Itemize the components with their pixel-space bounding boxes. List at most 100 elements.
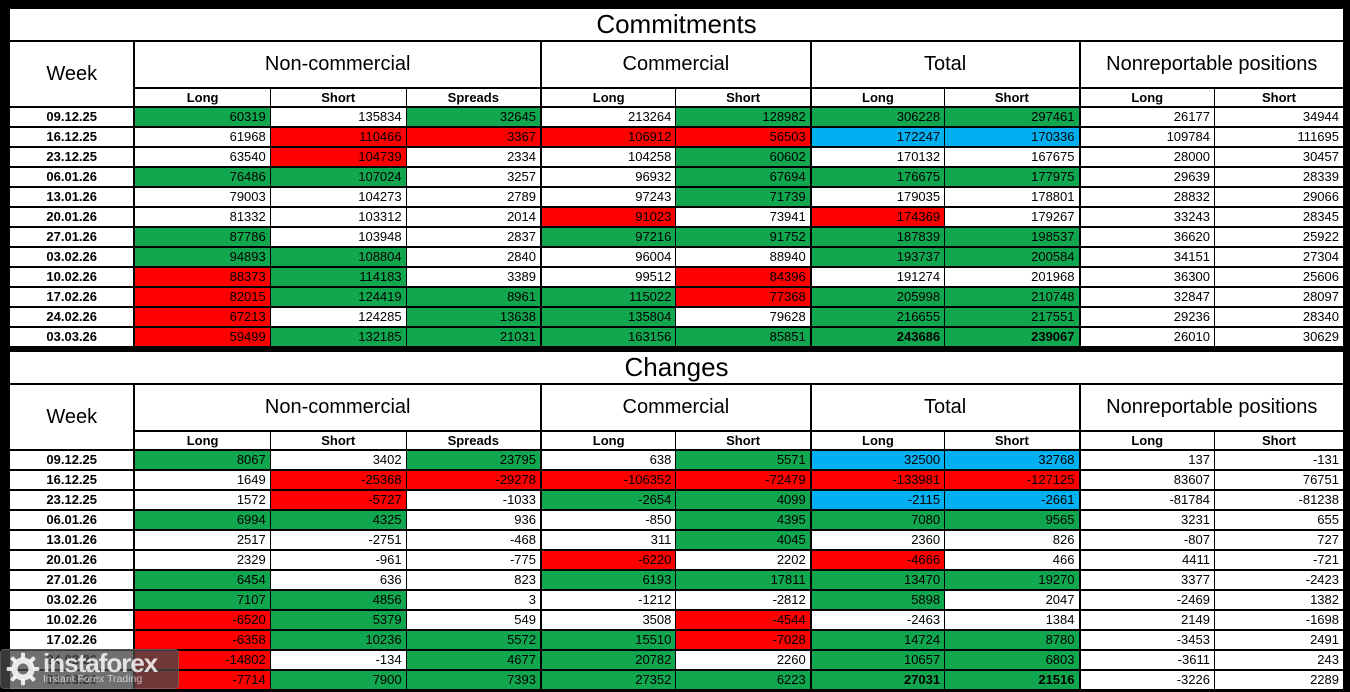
- value-cell: -468: [405, 529, 542, 551]
- value-cell: 2329: [133, 549, 271, 571]
- value-cell: -5727: [269, 489, 407, 511]
- value-cell: 3: [405, 589, 542, 611]
- week-cell: 16.12.25: [8, 126, 136, 148]
- value-cell: 60602: [675, 146, 812, 168]
- value-cell: 306228: [809, 106, 946, 128]
- group-header-nonreportable: Nonreportable positions: [1078, 383, 1345, 432]
- value-cell: -775: [405, 549, 542, 571]
- value-cell: -81238: [1213, 489, 1346, 511]
- column-header-long: Long: [133, 430, 271, 451]
- value-cell: 1384: [944, 609, 1080, 631]
- value-cell: 124419: [269, 286, 407, 308]
- value-cell: 178801: [944, 186, 1080, 208]
- group-header-noncommercial: Non-commercial: [133, 40, 542, 89]
- value-cell: -2423: [1213, 569, 1346, 591]
- value-cell: 2360: [809, 529, 946, 551]
- value-cell: 135834: [269, 106, 407, 128]
- value-cell: 3257: [405, 166, 542, 188]
- commitments-table-body: 09.12.25 60319 135834 32645 213264 128982 3062…: [8, 106, 1346, 349]
- value-cell: 1382: [1213, 589, 1346, 611]
- value-cell: 167675: [944, 146, 1080, 168]
- value-cell: 193737: [809, 246, 946, 268]
- week-cell: 20.01.26: [8, 206, 136, 228]
- value-cell: 97216: [540, 226, 677, 248]
- week-cell: 16.12.25: [8, 469, 136, 491]
- value-cell: 32500: [809, 449, 946, 471]
- week-cell: 09.12.25: [8, 449, 136, 471]
- week-cell: 10.02.26: [8, 266, 136, 288]
- value-cell: 107024: [269, 166, 407, 188]
- column-header-long: Long: [540, 87, 677, 108]
- value-cell: 34944: [1213, 106, 1346, 128]
- week-column-header: Week: [8, 383, 135, 451]
- week-cell: 06.01.26: [8, 166, 136, 188]
- value-cell: 26010: [1078, 326, 1215, 349]
- value-cell: 826: [944, 529, 1080, 551]
- value-cell: 2289: [1213, 669, 1346, 692]
- table-row: 16.12.25 1649 -25368 -29278 -106352 -72479 -13…: [8, 469, 1346, 491]
- value-cell: 170132: [809, 146, 946, 168]
- value-cell: 85851: [675, 326, 812, 349]
- value-cell: -850: [539, 509, 677, 531]
- week-cell: 03.02.26: [8, 246, 136, 268]
- column-header-short: Short: [1213, 87, 1346, 108]
- value-cell: 30457: [1213, 146, 1346, 168]
- value-cell: 466: [944, 549, 1080, 571]
- value-cell: 3377: [1078, 569, 1215, 591]
- group-header-total: Total: [809, 40, 1080, 89]
- value-cell: 25606: [1213, 266, 1346, 288]
- value-cell: 6994: [133, 509, 271, 531]
- value-cell: 83607: [1078, 469, 1215, 491]
- value-cell: 59499: [133, 326, 271, 349]
- table-title: Commitments: [8, 6, 1345, 42]
- week-cell: 17.02.26: [8, 286, 136, 308]
- table-row: 10.02.26 88373 114183 3389 99512 84396 191274 2…: [8, 266, 1346, 288]
- value-cell: 91023: [540, 206, 677, 228]
- table-row: 09.12.25 8067 3402 23795 638 5571 32500 32768 13…: [8, 449, 1346, 471]
- table-row: 24.02.26 67213 124285 13638 135804 79628 21665…: [8, 306, 1346, 328]
- value-cell: 5898: [809, 589, 946, 611]
- value-cell: 727: [1213, 529, 1346, 551]
- column-header-short: Short: [675, 430, 812, 451]
- table-row: 20.01.26 2329 -961 -775 -6220 2202 -4666 466 441…: [8, 549, 1346, 571]
- value-cell: -1033: [405, 489, 542, 511]
- value-cell: 3402: [269, 449, 407, 471]
- week-cell: 17.02.26: [8, 629, 136, 651]
- table-row: 03.02.26 94893 108804 2840 96004 88940 193737 2…: [8, 246, 1346, 268]
- table-row: 16.12.25 61968 110466 3367 106912 56503 172247…: [8, 126, 1346, 148]
- value-cell: 1649: [133, 469, 271, 491]
- group-header-commercial: Commercial: [540, 40, 812, 89]
- value-cell: 936: [405, 509, 542, 531]
- value-cell: 216655: [809, 306, 946, 328]
- value-cell: 311: [539, 529, 677, 551]
- table-row: 06.01.26 6994 4325 936 -850 4395 7080 9565 3231 6…: [8, 509, 1346, 531]
- value-cell: 2491: [1213, 629, 1346, 651]
- value-cell: 27031: [809, 669, 946, 692]
- value-cell: -3453: [1078, 629, 1215, 651]
- value-cell: 5571: [675, 449, 812, 471]
- value-cell: 217551: [944, 306, 1080, 328]
- value-cell: 2047: [944, 589, 1080, 611]
- table-row: 10.02.26 -6520 5379 549 3508 -4544 -2463 1384 21…: [8, 609, 1346, 631]
- value-cell: 5379: [269, 609, 407, 631]
- value-cell: 28832: [1078, 186, 1215, 208]
- value-cell: 99512: [540, 266, 677, 288]
- value-cell: 7900: [269, 669, 407, 692]
- value-cell: -961: [269, 549, 407, 571]
- value-cell: 135804: [540, 306, 677, 328]
- value-cell: 6223: [675, 669, 812, 692]
- value-cell: 71739: [675, 186, 812, 208]
- week-column-header: Week: [8, 40, 135, 108]
- week-cell: 20.01.26: [8, 549, 136, 571]
- subheader-row: Long Short Spreads Long Short Long Short Long Sh…: [9, 430, 1346, 451]
- value-cell: 29236: [1078, 306, 1215, 328]
- value-cell: 3389: [405, 266, 542, 288]
- value-cell: 2334: [405, 146, 542, 168]
- value-cell: 2837: [405, 226, 542, 248]
- value-cell: 36300: [1078, 266, 1215, 288]
- value-cell: 23795: [405, 449, 542, 471]
- value-cell: -2115: [809, 489, 946, 511]
- value-cell: 205998: [809, 286, 946, 308]
- value-cell: -2751: [269, 529, 407, 551]
- value-cell: 96932: [540, 166, 677, 188]
